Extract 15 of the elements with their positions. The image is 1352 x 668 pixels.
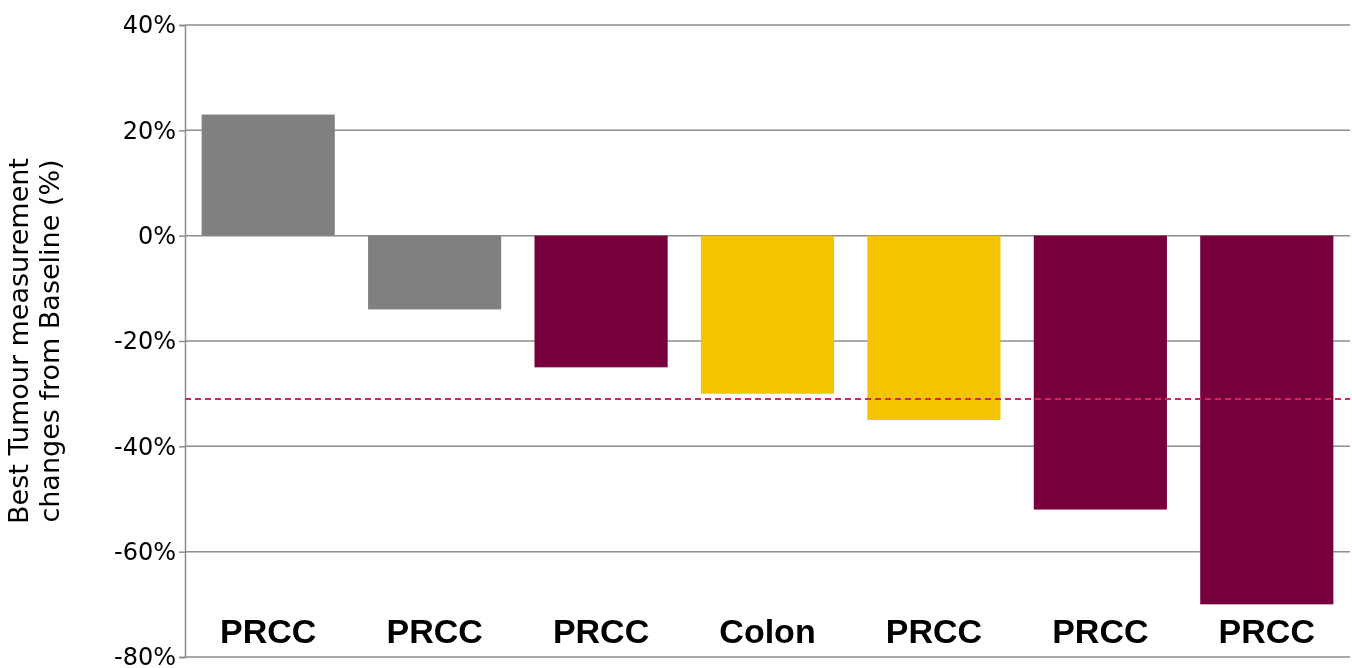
x-tick-label: PRCC xyxy=(1052,612,1149,650)
y-tick-label: -20% xyxy=(113,327,176,356)
y-tick-label: 20% xyxy=(122,116,176,145)
y-tick-label: -80% xyxy=(113,643,176,668)
y-tick-label: 40% xyxy=(122,11,176,40)
x-tick-label: PRCC xyxy=(220,612,317,650)
y-tick-label: 0% xyxy=(137,221,176,250)
x-tick-label: Colon xyxy=(719,612,816,650)
x-tick-label: PRCC xyxy=(386,612,483,650)
y-tick-label: -40% xyxy=(113,432,176,461)
y-axis-title: Best Tumour measurement changes from Baseline (%) xyxy=(3,158,66,524)
x-tick-label: PRCC xyxy=(885,612,983,650)
x-tick-label: PRCC xyxy=(1218,612,1315,650)
x-tick-label: PRCC xyxy=(552,612,650,650)
y-tick-label: -60% xyxy=(113,537,176,566)
